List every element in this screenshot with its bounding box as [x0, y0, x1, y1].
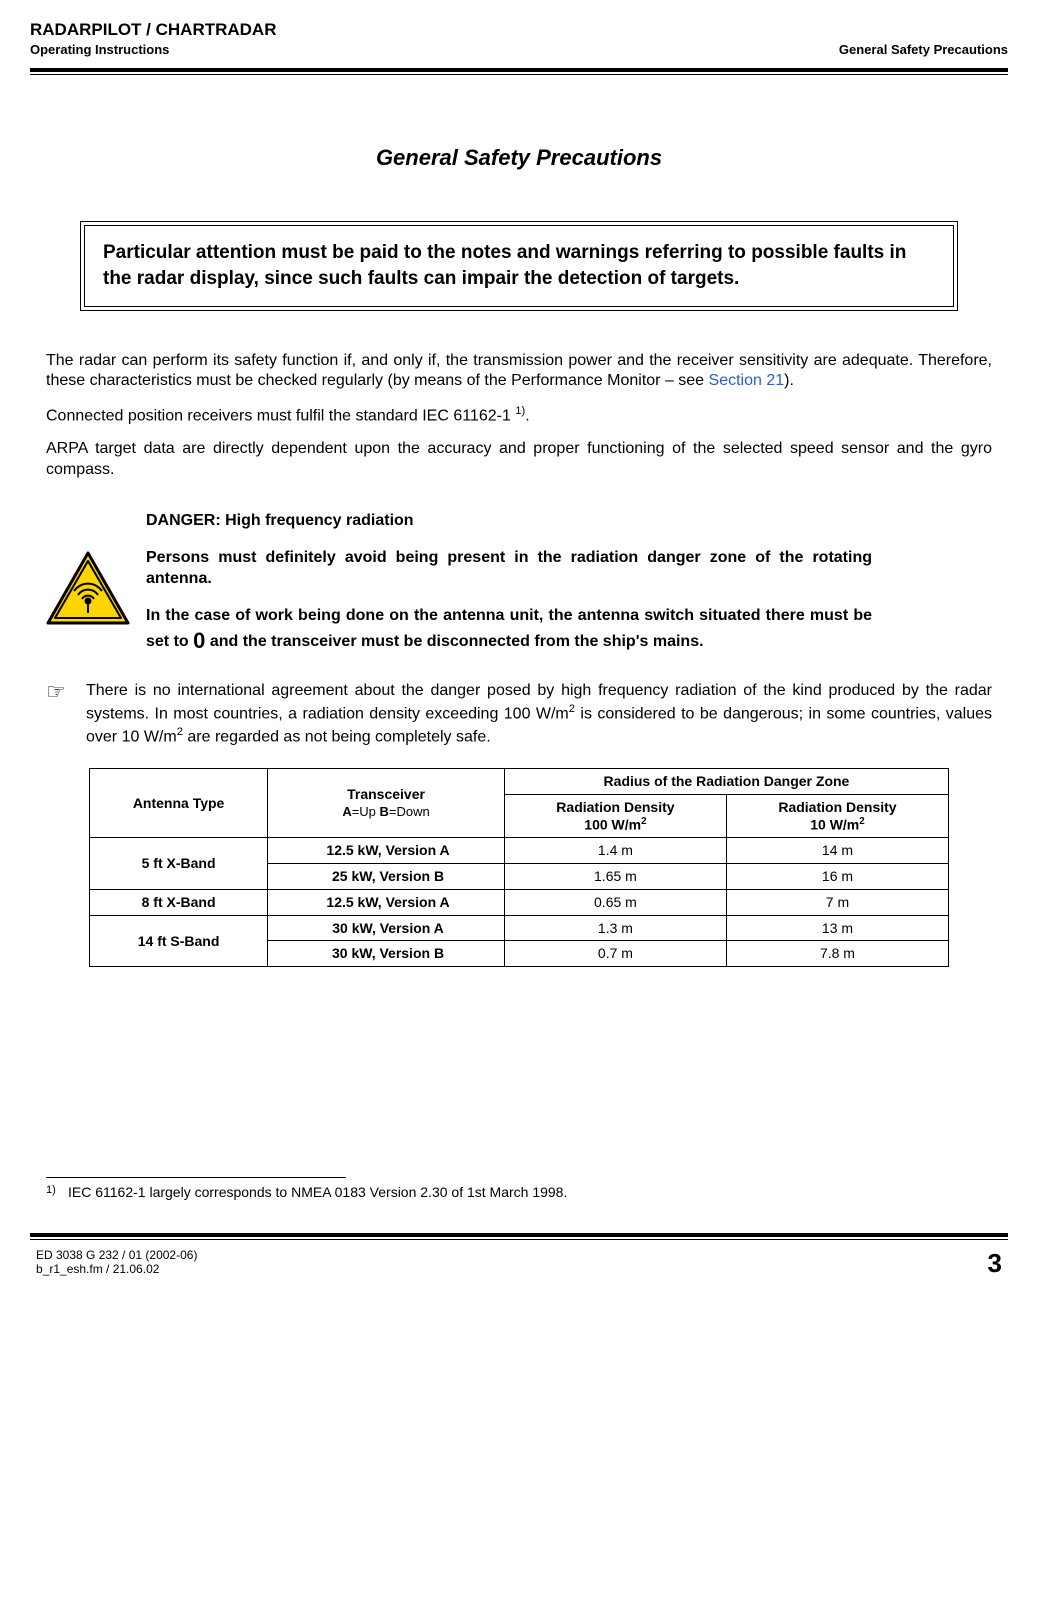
danger-para-2: In the case of work being done on the an…	[146, 606, 872, 655]
radiation-table: Antenna Type Transceiver A=Up B=Down Rad…	[89, 768, 949, 967]
warning-box-text: Particular attention must be paid to the…	[84, 225, 954, 306]
header-left: RADARPILOT / CHARTRADAR Operating Instru…	[30, 20, 276, 58]
footer-filename: b_r1_esh.fm / 21.06.02	[36, 1262, 197, 1276]
paragraph-2: Connected position receivers must fulfil…	[46, 404, 992, 427]
col-d10-sup: 2	[859, 816, 864, 827]
col-d100-title: Radiation Density	[556, 799, 674, 815]
col-d10-val: 10 W/m	[810, 816, 859, 832]
cell-d100: 1.3 m	[504, 915, 726, 941]
col-radius: Radius of the Radiation Danger Zone	[504, 769, 948, 795]
danger-zero: 0	[193, 628, 205, 653]
para2-pre: Connected position receivers must fulfil…	[46, 408, 515, 425]
radiation-warning-icon	[46, 511, 146, 630]
cell-d100: 1.4 m	[504, 838, 726, 864]
table-row: 5 ft X-Band 12.5 kW, Version A 1.4 m 14 …	[90, 838, 949, 864]
col-transceiver-sub: A=Up B=Down	[342, 804, 429, 819]
para1-post: ).	[784, 372, 794, 389]
paragraph-3: ARPA target data are directly dependent …	[46, 439, 992, 481]
header-right: General Safety Precautions	[839, 42, 1008, 58]
para1-pre: The radar can perform its safety functio…	[46, 352, 992, 390]
section-21-link[interactable]: Section 21	[709, 372, 785, 389]
col-density-100: Radiation Density 100 W/m2	[504, 794, 726, 837]
table-row: 14 ft S-Band 30 kW, Version A 1.3 m 13 m	[90, 915, 949, 941]
header-divider	[30, 68, 1008, 75]
footnote-text: IEC 61162-1 largely corresponds to NMEA …	[68, 1184, 567, 1201]
table-row: 8 ft X-Band 12.5 kW, Version A 0.65 m 7 …	[90, 889, 949, 915]
table-header-row-1: Antenna Type Transceiver A=Up B=Down Rad…	[90, 769, 949, 795]
col-d10-title: Radiation Density	[778, 799, 896, 815]
cell-antenna: 14 ft S-Band	[90, 915, 268, 967]
cell-d100: 1.65 m	[504, 864, 726, 890]
para2-post: .	[525, 408, 529, 425]
cell-tx: 12.5 kW, Version A	[268, 889, 505, 915]
page-header: RADARPILOT / CHARTRADAR Operating Instru…	[30, 20, 1008, 58]
note-post: are regarded as not being completely saf…	[183, 728, 491, 745]
page-footer: ED 3038 G 232 / 01 (2002-06) b_r1_esh.fm…	[30, 1248, 1008, 1279]
footnote-1: 1) IEC 61162-1 largely corresponds to NM…	[46, 1184, 992, 1201]
danger-heading: DANGER: High frequency radiation	[146, 511, 872, 530]
col-density-10: Radiation Density 10 W/m2	[726, 794, 948, 837]
cell-tx: 12.5 kW, Version A	[268, 838, 505, 864]
cell-d10: 7.8 m	[726, 941, 948, 967]
cell-d10: 16 m	[726, 864, 948, 890]
footnote-num: 1)	[46, 1184, 68, 1201]
cell-d10: 14 m	[726, 838, 948, 864]
note-block: ☞ There is no international agreement ab…	[46, 681, 992, 748]
danger-text: DANGER: High frequency radiation Persons…	[146, 511, 992, 671]
page-number: 3	[988, 1248, 1002, 1279]
cell-tx: 25 kW, Version B	[268, 864, 505, 890]
col-transceiver-title: Transceiver	[347, 786, 425, 802]
footnote-rule	[46, 1177, 346, 1178]
footnote-ref-1: 1)	[515, 405, 525, 417]
cell-d10: 13 m	[726, 915, 948, 941]
col-antenna-type: Antenna Type	[90, 769, 268, 838]
col-d100-val: 100 W/m	[584, 816, 641, 832]
col-d100-sup: 2	[641, 816, 646, 827]
doc-subtitle: Operating Instructions	[30, 42, 276, 58]
paragraph-1: The radar can perform its safety functio…	[46, 351, 992, 393]
cell-d10: 7 m	[726, 889, 948, 915]
note-text: There is no international agreement abou…	[86, 681, 992, 748]
cell-antenna: 5 ft X-Band	[90, 838, 268, 890]
cell-d100: 0.7 m	[504, 941, 726, 967]
footer-doc-id: ED 3038 G 232 / 01 (2002-06)	[36, 1248, 197, 1262]
cell-d100: 0.65 m	[504, 889, 726, 915]
cell-tx: 30 kW, Version A	[268, 915, 505, 941]
danger-para-1: Persons must definitely avoid being pres…	[146, 548, 872, 590]
pointing-hand-icon: ☞	[46, 681, 86, 748]
cell-antenna: 8 ft X-Band	[90, 889, 268, 915]
cell-tx: 30 kW, Version B	[268, 941, 505, 967]
warning-box: Particular attention must be paid to the…	[80, 221, 958, 310]
footer-divider	[30, 1233, 1008, 1240]
danger-p2-post: and the transceiver must be disconnected…	[205, 633, 703, 650]
footer-left: ED 3038 G 232 / 01 (2002-06) b_r1_esh.fm…	[36, 1248, 197, 1277]
danger-block: DANGER: High frequency radiation Persons…	[46, 511, 992, 671]
col-transceiver: Transceiver A=Up B=Down	[268, 769, 505, 838]
doc-title: RADARPILOT / CHARTRADAR	[30, 20, 276, 40]
section-title: General Safety Precautions	[30, 145, 1008, 171]
